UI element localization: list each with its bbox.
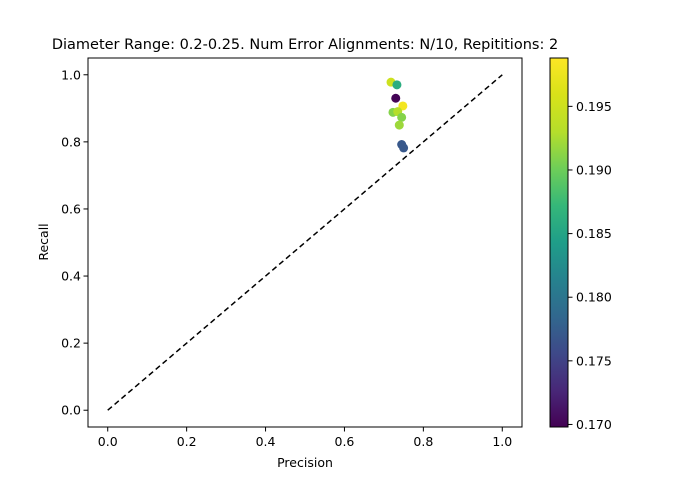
y-tick-label: 0.2 [61,336,81,351]
y-tick-label: 0.4 [61,269,81,284]
y-axis: 0.0 0.2 0.4 0.6 0.8 1.0 [61,67,88,418]
y-tick-label: 1.0 [61,67,81,82]
x-axis: 0.0 0.2 0.4 0.6 0.8 1.0 [98,427,512,449]
scatter-point [391,93,401,103]
scatter-point [399,143,409,153]
y-axis-label: Recall [36,223,51,260]
x-axis-label: Precision [277,455,333,470]
x-tick-label: 0.0 [98,434,118,449]
plot-frame [87,57,523,428]
scatter-point [397,112,407,122]
x-tick-label: 0.2 [177,434,197,449]
y-tick-label: 0.0 [61,403,81,418]
scatter-point [392,80,402,90]
colorbar-tick-label: 0.170 [576,417,612,432]
x-tick-label: 1.0 [492,434,512,449]
colorbar-tick-label: 0.190 [576,162,612,177]
x-tick-label: 0.8 [413,434,433,449]
y-tick-label: 0.6 [61,201,81,216]
colorbar-tick-label: 0.185 [576,226,612,241]
colorbar-gradient [549,57,569,428]
x-tick-label: 0.4 [256,434,276,449]
colorbar-ticks: 0.170 0.175 0.180 0.185 0.190 0.195 [568,99,612,432]
x-tick-label: 0.6 [335,434,355,449]
chart-title: Diameter Range: 0.2-0.25. Num Error Alig… [52,37,558,53]
colorbar-tick-label: 0.195 [576,99,612,114]
reference-diagonal-line [107,74,503,411]
scatter-points [386,77,409,153]
y-tick-label: 0.8 [61,134,81,149]
colorbar-tick-label: 0.180 [576,290,612,305]
colorbar-tick-label: 0.175 [576,353,612,368]
scatter-point [394,120,404,130]
